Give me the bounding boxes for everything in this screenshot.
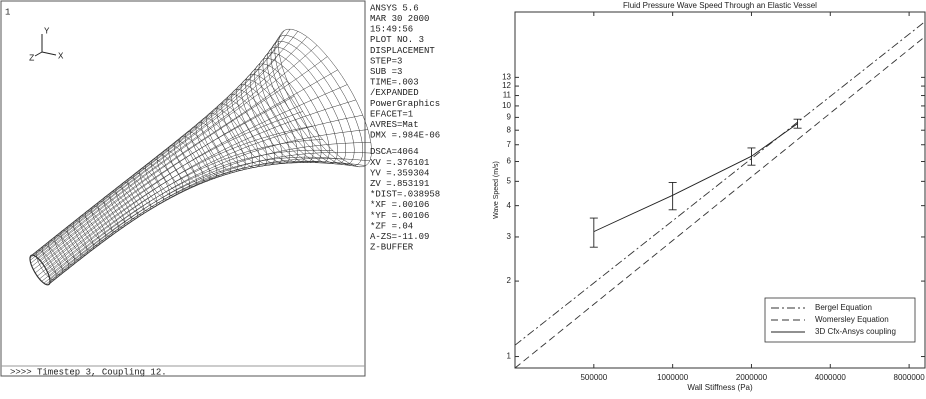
info-line: ANSYS 5.6 [370,3,419,13]
info-line: STEP=3 [370,56,402,66]
y-tick-label: 11 [503,91,512,100]
y-tick-label: 4 [507,201,512,210]
legend-label: Bergel Equation [815,303,872,312]
series-line [594,124,798,232]
y-axis-label: Wave Speed (m/s) [493,161,500,219]
info-line: /EXPANDED [370,88,419,98]
x-tick-label: 500000 [580,373,607,382]
info-line: TIME=.003 [370,78,419,88]
y-tick-label: 8 [507,125,512,134]
info-line: *XF =.00106 [370,200,429,210]
info-line: Z-BUFFER [370,243,414,253]
info-line: ZV =.853191 [370,179,429,189]
x-tick-label: 1000000 [657,373,689,382]
y-tick-label: 6 [507,157,512,166]
y-tick-label: 3 [507,232,512,241]
legend-label: Womersley Equation [815,315,889,324]
y-tick-label: 5 [507,176,512,185]
error-bar [590,218,598,247]
window-number: 1 [5,7,10,17]
y-tick-label: 7 [507,140,512,149]
info-line: AVRES=Mat [370,120,419,130]
triad-label: Z [29,53,35,63]
status-text: >>>> Timestep 3, Coupling 12. [10,367,167,377]
y-tick-label: 10 [502,101,511,110]
figure: 1 Y X Z >>>> Timestep 3, Coupling 12. AN… [0,0,926,394]
info-line: A-ZS=-11.09 [370,232,429,242]
x-tick-label: 8000000 [894,373,926,382]
y-tick-label: 13 [502,72,511,81]
info-line: PowerGraphics [370,99,440,109]
info-line: EFACET=1 [370,109,413,119]
chart-title: Fluid Pressure Wave Speed Through an Ela… [623,1,817,10]
info-line: *ZF =.04 [370,221,413,231]
page: 1 Y X Z >>>> Timestep 3, Coupling 12. AN… [0,0,926,394]
legend-label: 3D Cfx-Ansys coupling [815,327,896,336]
triad-label: Y [44,26,50,36]
info-line: XV =.376101 [370,158,429,168]
series-line [515,22,925,346]
info-line: 15:49:56 [370,25,413,35]
info-line: *DIST=.038958 [370,190,440,200]
info-line: DMX =.984E-06 [370,131,440,141]
y-tick-label: 12 [502,81,511,90]
y-tick-label: 9 [507,112,512,121]
y-tick-label: 2 [507,276,512,285]
triad-label: X [58,51,64,61]
info-line: SUB =3 [370,67,402,77]
info-line: PLOT NO. 3 [370,35,424,45]
x-axis-label: Wall Stiffness (Pa) [687,383,753,392]
x-tick-label: 4000000 [815,373,847,382]
info-line: MAR 30 2000 [370,14,429,24]
info-line: DSCA=4064 [370,147,419,157]
info-line: YV =.359304 [370,168,429,178]
info-line: *YF =.00106 [370,211,429,221]
info-line: DISPLACEMENT [370,46,435,56]
error-bar [794,119,802,128]
y-tick-label: 1 [507,352,512,361]
x-tick-label: 2000000 [736,373,768,382]
